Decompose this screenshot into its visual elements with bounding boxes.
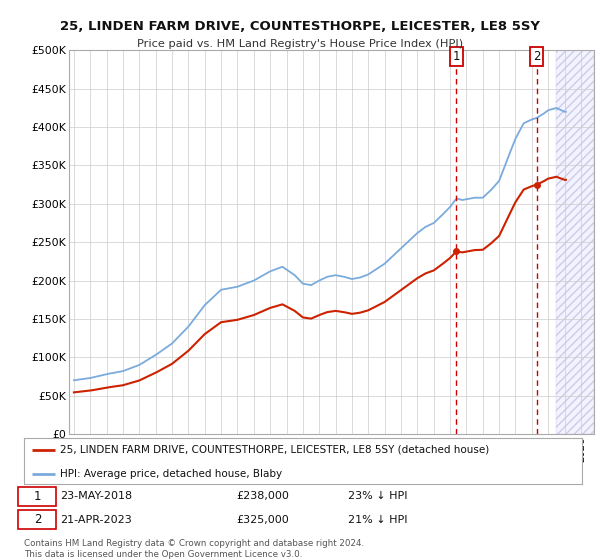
FancyBboxPatch shape — [19, 487, 56, 506]
Text: 1: 1 — [34, 490, 41, 503]
Text: This data is licensed under the Open Government Licence v3.0.: This data is licensed under the Open Gov… — [24, 550, 302, 559]
Text: HPI: Average price, detached house, Blaby: HPI: Average price, detached house, Blab… — [60, 469, 283, 479]
Text: 21% ↓ HPI: 21% ↓ HPI — [347, 515, 407, 525]
Text: 23-MAY-2018: 23-MAY-2018 — [60, 492, 133, 501]
Text: 23% ↓ HPI: 23% ↓ HPI — [347, 492, 407, 501]
Text: £238,000: £238,000 — [236, 492, 289, 501]
Text: Price paid vs. HM Land Registry's House Price Index (HPI): Price paid vs. HM Land Registry's House … — [137, 39, 463, 49]
Text: 25, LINDEN FARM DRIVE, COUNTESTHORPE, LEICESTER, LE8 5SY: 25, LINDEN FARM DRIVE, COUNTESTHORPE, LE… — [60, 20, 540, 32]
FancyBboxPatch shape — [19, 510, 56, 529]
Text: 1: 1 — [453, 50, 460, 63]
Text: 2: 2 — [533, 50, 541, 63]
Text: Contains HM Land Registry data © Crown copyright and database right 2024.: Contains HM Land Registry data © Crown c… — [24, 539, 364, 548]
Text: 2: 2 — [34, 513, 41, 526]
Text: 25, LINDEN FARM DRIVE, COUNTESTHORPE, LEICESTER, LE8 5SY (detached house): 25, LINDEN FARM DRIVE, COUNTESTHORPE, LE… — [60, 445, 490, 455]
Text: £325,000: £325,000 — [236, 515, 289, 525]
Text: 21-APR-2023: 21-APR-2023 — [60, 515, 132, 525]
